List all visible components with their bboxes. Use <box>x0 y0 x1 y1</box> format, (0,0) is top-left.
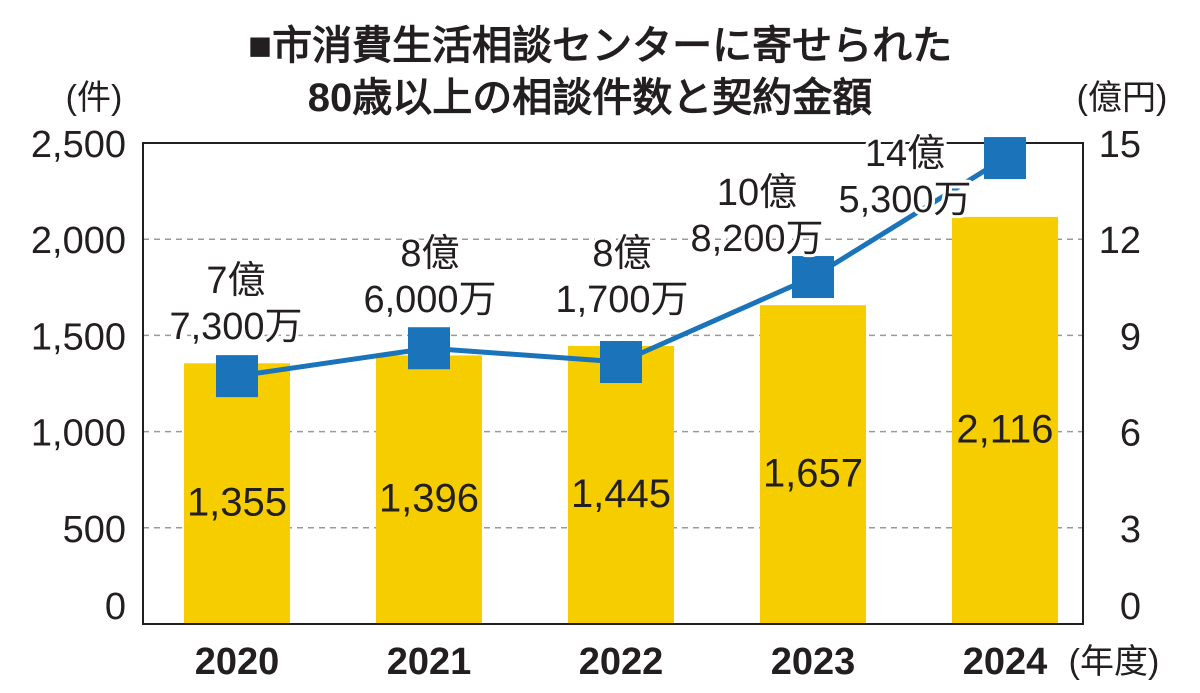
bar-value-label-2023: 1,657 <box>763 452 863 496</box>
amount-marker-2023 <box>792 256 834 299</box>
y2-tick-label: 9 <box>1120 316 1141 358</box>
y2-tick-label: 6 <box>1120 413 1141 455</box>
bars <box>184 216 1058 625</box>
y2-tick-label: 15 <box>1099 124 1141 166</box>
x-tick-label-2020: 2020 <box>195 641 280 683</box>
amount-label-2024-line-2: 5,300万 <box>838 179 971 221</box>
chart-title-line-2: 80歳以上の相談件数と契約金額 <box>308 75 873 120</box>
bar-2020 <box>184 363 290 624</box>
amount-label-2020-line-1: 7億 <box>206 260 265 302</box>
y-axis-unit-left: (件) <box>66 79 123 117</box>
amount-marker-2020 <box>216 355 258 398</box>
bar-2023 <box>760 305 866 624</box>
bar-value-label-2022: 1,445 <box>571 472 671 516</box>
y-tick-label: 500 <box>63 509 126 551</box>
amount-label-2021-line-1: 8億 <box>400 233 459 275</box>
amount-marker-2022 <box>600 341 642 384</box>
amount-markers <box>216 137 1026 398</box>
y-tick-label: 2,500 <box>31 124 126 166</box>
y-tick-label: 0 <box>105 586 126 628</box>
x-tick-label-2021: 2021 <box>387 641 472 683</box>
bar-value-label-2021: 1,396 <box>379 477 479 521</box>
amount-label-2023-line-2: 8,200万 <box>690 218 823 260</box>
amount-marker-2024 <box>984 137 1026 180</box>
y-axis-ticks-right: 15 12 9 6 3 0 <box>1099 124 1141 628</box>
amount-label-2022-line-1: 8億 <box>592 233 651 275</box>
bar-value-label-2020: 1,355 <box>187 481 287 525</box>
amount-label-2024-line-1: 14億 <box>865 133 945 175</box>
bar-2024 <box>952 216 1058 625</box>
y-axis-unit-right: (億円) <box>1077 79 1168 117</box>
amount-label-2023-line-1: 10億 <box>717 172 797 214</box>
x-tick-label-2022: 2022 <box>579 641 664 683</box>
bar-2022 <box>568 345 674 624</box>
y-tick-label: 1,000 <box>31 413 126 455</box>
bar-2021 <box>376 355 482 624</box>
amount-label-2020-line-2: 7,300万 <box>169 306 302 348</box>
y2-tick-label: 3 <box>1120 509 1141 551</box>
x-tick-label-2024: 2024 <box>963 641 1048 683</box>
x-axis-unit: (年度) <box>1069 643 1160 681</box>
y-axis-ticks-left: 2,500 2,000 1,500 1,000 500 0 <box>31 124 126 628</box>
amount-labels: 7億7,300万8億6,000万8億1,700万10億8,200万14億5,30… <box>166 130 974 351</box>
amount-label-2021-line-2: 6,000万 <box>363 279 496 321</box>
y-tick-label: 2,000 <box>31 220 126 262</box>
y2-tick-label: 0 <box>1120 586 1141 628</box>
plot-frame <box>142 142 1084 625</box>
amount-label-2022-line-2: 1,700万 <box>555 279 688 321</box>
x-axis-ticks: 2020 2021 2022 2023 2024 <box>195 641 1048 683</box>
y-tick-label: 1,500 <box>31 316 126 358</box>
y2-tick-label: 12 <box>1099 220 1141 262</box>
bar-value-labels: 1,355 1,396 1,445 1,657 2,116 <box>187 407 1054 524</box>
bar-value-label-2024: 2,116 <box>956 407 1053 451</box>
x-tick-label-2023: 2023 <box>771 641 856 683</box>
gridlines <box>143 238 1083 529</box>
amount-marker-2021 <box>408 327 450 370</box>
chart-title-line-1: ■市消費生活相談センターに寄せられた <box>248 24 952 68</box>
